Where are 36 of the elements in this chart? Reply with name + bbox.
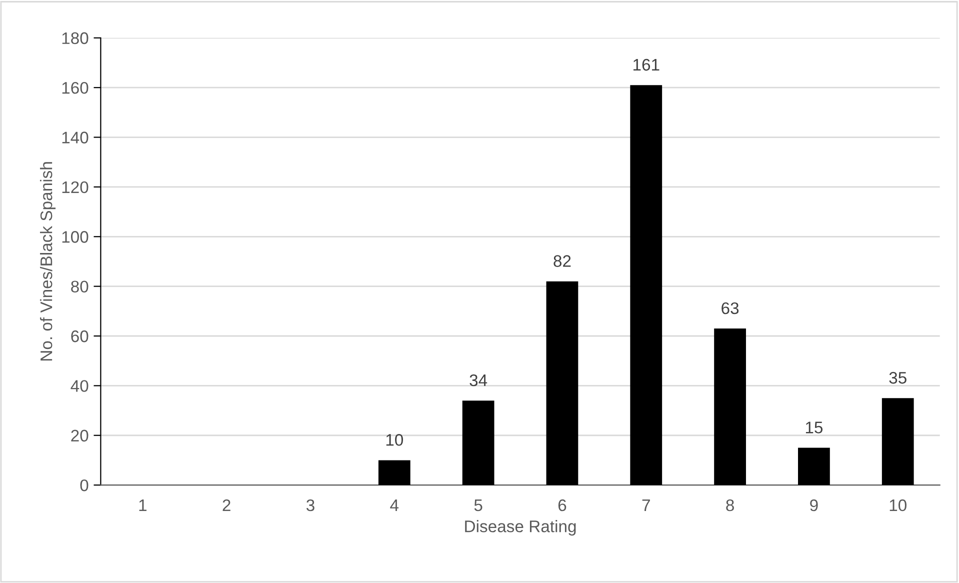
- y-tick-label: 40: [70, 380, 88, 392]
- y-tick-label: 140: [62, 132, 88, 144]
- data-label: 35: [889, 372, 906, 384]
- x-tick-label: 6: [558, 499, 566, 512]
- y-tick-label: 120: [62, 181, 88, 194]
- y-axis-title: No. of Vines/Black Spanish: [40, 162, 56, 360]
- y-tick-label: 80: [71, 280, 88, 293]
- x-tick-label: 8: [726, 499, 734, 512]
- x-tick-label: 7: [642, 500, 650, 512]
- data-label: 82: [554, 255, 571, 267]
- x-axis-title: Disease Rating: [465, 520, 576, 536]
- y-tick-label: 180: [62, 32, 88, 44]
- y-tick-label: 160: [62, 82, 88, 94]
- bar: [378, 460, 410, 486]
- bar: [630, 85, 662, 486]
- x-tick-label: 2: [222, 499, 230, 512]
- data-label: 10: [386, 434, 404, 446]
- x-tick-label: 10: [890, 499, 906, 512]
- y-tick-label: 0: [80, 479, 88, 492]
- x-tick-label: 3: [306, 499, 314, 512]
- y-tick-label: 60: [71, 330, 88, 342]
- data-label: 161: [633, 58, 660, 71]
- x-tick-label: 9: [810, 499, 818, 512]
- bar: [462, 400, 494, 486]
- data-label: 63: [722, 302, 739, 314]
- data-label: 34: [470, 374, 488, 386]
- bar: [546, 281, 578, 486]
- x-tick-label: 1: [139, 500, 146, 512]
- y-tick-label: 100: [62, 231, 88, 243]
- x-tick-label: 5: [474, 500, 482, 512]
- bar: [714, 328, 746, 486]
- bar: [882, 398, 914, 486]
- bar: [798, 448, 830, 486]
- x-tick-label: 4: [390, 500, 399, 512]
- y-tick-label: 20: [71, 430, 88, 442]
- data-label: 15: [806, 422, 823, 434]
